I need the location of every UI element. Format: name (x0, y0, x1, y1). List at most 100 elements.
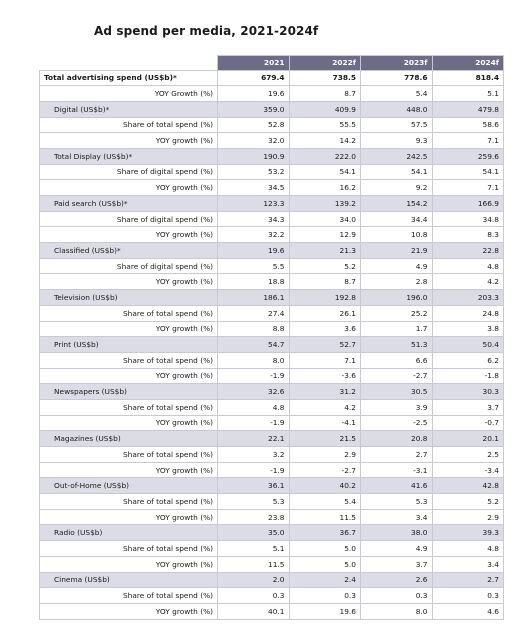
row-label: Share of digital spend (%) (39, 210, 218, 228)
cell-value: 42.8 (431, 477, 504, 495)
table-row: Share of total spend (%) 4.8 4.2 3.9 3.7 (39, 398, 504, 416)
table-row: YOY growth (%) 11.5 5.0 3.7 3.4 (39, 555, 504, 573)
row-label: Newspapers (US$b) (39, 383, 218, 400)
table-row: Radio (US$b) 35.0 36.7 38.0 39.3 (39, 524, 504, 542)
table-row: Share of total spend (%) 8.0 7.1 6.6 6.2 (39, 351, 504, 369)
cell-value: 4.8 (431, 257, 504, 275)
cell-value: 11.5 (288, 508, 361, 526)
cell-value: 18.8 (217, 273, 290, 291)
cell-value: 738.5 (288, 69, 361, 87)
cell-value: 34.8 (431, 210, 504, 228)
cell-value: 24.8 (431, 304, 504, 322)
cell-value: 1.7 (360, 320, 433, 338)
cell-value: 19.6 (217, 85, 290, 102)
cell-value: 54.7 (217, 336, 290, 353)
cell-value: 40.1 (217, 602, 290, 620)
cell-value: 3.7 (431, 398, 504, 416)
cell-value: 242.5 (360, 147, 433, 165)
row-label: Total advertising spend (US$b)* (39, 69, 218, 87)
row-label: Out-of-Home (US$b) (39, 477, 218, 495)
cell-value: 16.2 (288, 179, 361, 196)
cell-value: 0.3 (217, 587, 290, 604)
cell-value: 32.0 (217, 132, 290, 149)
cell-value: 9.2 (360, 179, 433, 196)
cell-value: 55.5 (288, 116, 361, 134)
row-label: Share of digital spend (%) (39, 257, 218, 275)
cell-value: -1.9 (217, 461, 290, 479)
table-row: Share of total spend (%) 5.1 5.0 4.9 4.8 (39, 540, 504, 557)
cell-value: 4.2 (431, 273, 504, 291)
cell-value: 3.4 (360, 508, 433, 526)
row-label: YOY Growth (%) (39, 85, 218, 102)
cell-value: 5.0 (288, 540, 361, 557)
row-label: YOY growth (%) (39, 508, 218, 526)
cell-value: 4.8 (431, 540, 504, 557)
row-label: YOY growth (%) (39, 179, 218, 196)
cell-value: 6.2 (431, 351, 504, 369)
cell-value: 479.8 (431, 100, 504, 118)
cell-value: 222.0 (288, 147, 361, 165)
table-row: YOY growth (%) 32.0 14.2 9.3 7.1 (39, 132, 504, 149)
row-label: YOY growth (%) (39, 273, 218, 291)
cell-value: 2.5 (431, 446, 504, 463)
cell-value: 5.2 (431, 493, 504, 510)
cell-value: 27.4 (217, 304, 290, 322)
row-label: Share of total spend (%) (39, 351, 218, 369)
table-row: YOY growth (%) 40.1 19.6 8.0 4.6 (39, 602, 504, 620)
row-label: Cinema (US$b) (39, 571, 218, 589)
cell-value: 203.3 (431, 289, 504, 306)
cell-value: 22.8 (431, 242, 504, 259)
cell-value: 34.0 (288, 210, 361, 228)
cell-value: 6.6 (360, 351, 433, 369)
cell-value: -0.7 (431, 414, 504, 432)
cell-value: 19.6 (217, 242, 290, 259)
cell-value: 10.8 (360, 226, 433, 244)
table-row: YOY growth (%) -1.9 -2.7 -3.1 -3.4 (39, 461, 504, 479)
cell-value: 196.0 (360, 289, 433, 306)
cell-value: 5.0 (288, 555, 361, 573)
table-row: Share of digital spend (%) 53.2 54.1 54.1 54… (39, 163, 504, 181)
column-header: 2021 (217, 55, 290, 71)
cell-value: 41.6 (360, 477, 433, 495)
table-row: Share of digital spend (%) 34.3 34.0 34.4 34… (39, 210, 504, 228)
cell-value: 21.5 (288, 430, 361, 447)
cell-value: 123.3 (217, 195, 290, 212)
cell-value: 8.8 (217, 320, 290, 338)
row-label: Share of digital spend (%) (39, 163, 218, 181)
cell-value: 4.8 (217, 398, 290, 416)
cell-value: 3.4 (431, 555, 504, 573)
cell-value: 21.3 (288, 242, 361, 259)
cell-value: 5.5 (217, 257, 290, 275)
header-corner (39, 55, 218, 71)
page-title: Ad spend per media, 2021-2024f (94, 24, 319, 38)
cell-value: 8.7 (288, 85, 361, 102)
cell-value: 51.3 (360, 336, 433, 353)
table-row: Classified (US$b)* 19.6 21.3 21.9 22.8 (39, 242, 504, 259)
cell-value: 5.4 (288, 493, 361, 510)
row-label: Share of total spend (%) (39, 540, 218, 557)
ad-spend-table: 2021 2022f 2023f 2024f Total advertising… (39, 55, 504, 620)
cell-value: 8.0 (360, 602, 433, 620)
row-label: Radio (US$b) (39, 524, 218, 542)
cell-value: 22.1 (217, 430, 290, 447)
table-row: Cinema (US$b) 2.0 2.4 2.6 2.7 (39, 571, 504, 589)
cell-value: 36.7 (288, 524, 361, 542)
row-label: YOY growth (%) (39, 320, 218, 338)
cell-value: 23.8 (217, 508, 290, 526)
table-row: Share of digital spend (%) 5.5 5.2 4.9 4.8 (39, 257, 504, 275)
table-row: Total Display (US$b)* 190.9 222.0 242.5 259.… (39, 147, 504, 165)
cell-value: 12.9 (288, 226, 361, 244)
cell-value: 154.2 (360, 195, 433, 212)
cell-value: 0.3 (360, 587, 433, 604)
cell-value: 448.0 (360, 100, 433, 118)
cell-value: 36.1 (217, 477, 290, 495)
table-row: Total advertising spend (US$b)* 679.4 738.… (39, 69, 504, 87)
cell-value: 139.2 (288, 195, 361, 212)
column-header: 2023f (360, 55, 433, 71)
cell-value: 58.6 (431, 116, 504, 134)
cell-value: 7.1 (431, 132, 504, 149)
cell-value: 409.9 (288, 100, 361, 118)
table-row: Share of total spend (%) 27.4 26.1 25.2 24.8 (39, 304, 504, 322)
cell-value: 3.9 (360, 398, 433, 416)
